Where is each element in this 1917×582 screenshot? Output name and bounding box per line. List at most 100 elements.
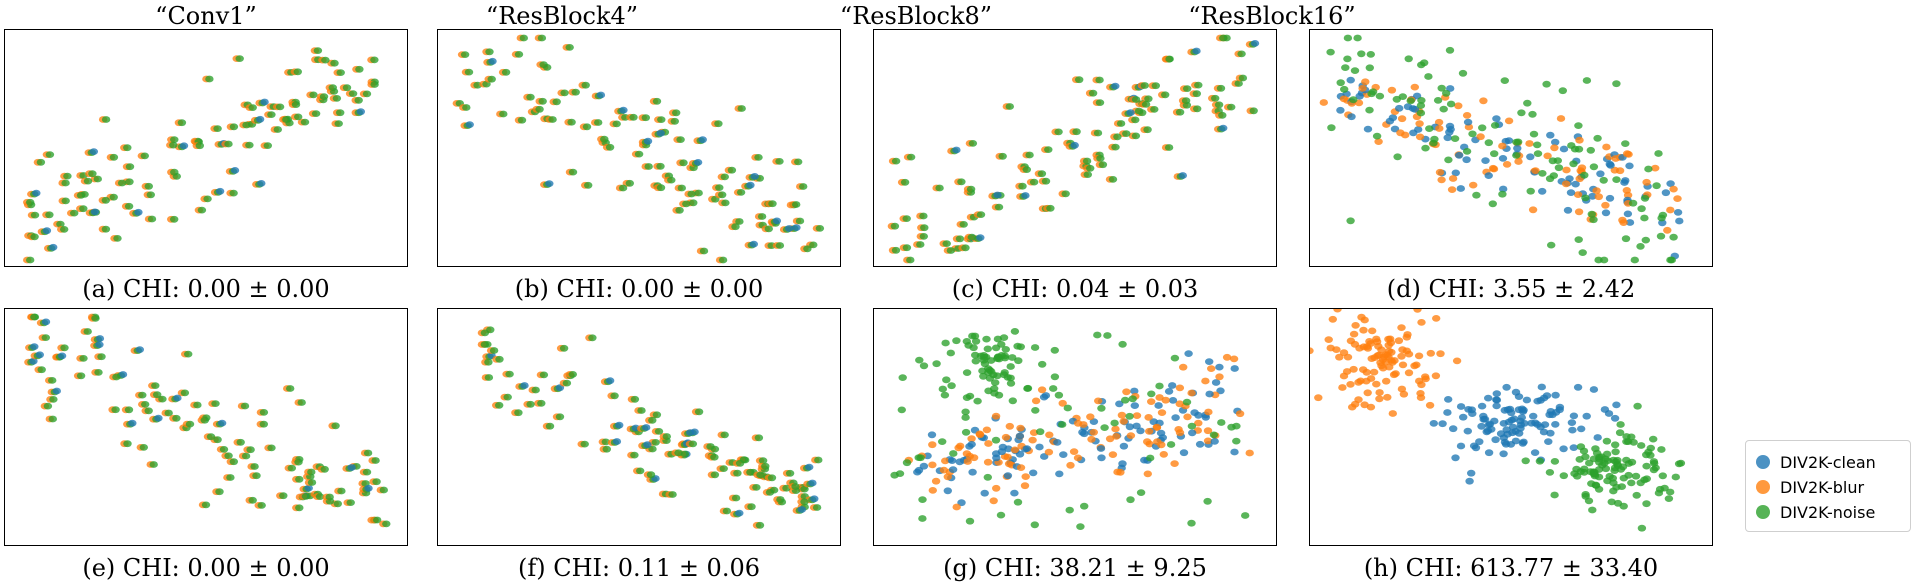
scatter-point-noise [267, 111, 276, 118]
scatter-point-clean [1115, 400, 1124, 408]
caption-g: (g) CHI: 38.21 ± 9.25 [943, 554, 1207, 582]
scatter-point-noise [1554, 164, 1564, 172]
scatter-point-clean [1518, 439, 1527, 447]
scatter-point-noise [1652, 182, 1661, 190]
scatter-point-noise [1666, 488, 1675, 496]
scatter-point-noise [185, 420, 195, 428]
scatter-point-noise [1005, 103, 1014, 110]
scatter-point-blur [1414, 352, 1424, 360]
scatter-point-noise [76, 192, 86, 199]
scatter-point-noise [224, 140, 233, 148]
scatter-point-noise [1446, 100, 1456, 108]
scatter-point-blur [1622, 187, 1631, 194]
scatter-point-blur [1016, 424, 1025, 432]
scatter-point-noise [219, 446, 229, 453]
scatter-point-clean [217, 419, 227, 427]
scatter-point-noise [699, 247, 709, 255]
scatter-point-clean [1118, 460, 1127, 468]
scatter-point-noise [245, 141, 254, 149]
scatter-point-noise [1420, 59, 1429, 67]
scatter-point-noise [581, 81, 590, 89]
scatter-point-noise [295, 475, 304, 483]
scatter-point-noise [503, 393, 512, 401]
scatter-point-noise [916, 241, 925, 248]
scatter-point-noise [1425, 125, 1434, 132]
scatter-point-noise [906, 256, 915, 264]
scatter-point-blur [1314, 394, 1323, 402]
scatter-point-clean [808, 479, 817, 487]
scatter-plot-d [1319, 34, 1684, 264]
scatter-point-clean [1171, 414, 1180, 421]
scatter-point-blur [1374, 138, 1383, 145]
scatter-point-noise [794, 158, 803, 166]
scatter-point-noise [634, 150, 644, 158]
scatter-point-noise [1669, 233, 1678, 241]
scatter-point-clean [1070, 141, 1079, 149]
scatter-point-noise [1044, 146, 1053, 153]
scatter-point-noise [83, 328, 92, 335]
scatter-point-clean [1195, 440, 1205, 448]
scatter-point-noise [372, 478, 381, 486]
scatter-point-clean [1498, 155, 1508, 162]
scatter-point-clean [135, 346, 144, 353]
scatter-point-noise [109, 153, 119, 161]
scatter-point-blur [1157, 409, 1167, 416]
scatter-point-noise [754, 154, 763, 161]
scatter-point-noise [580, 440, 589, 448]
scatter-point-noise [955, 235, 965, 243]
scatter-point-noise [1521, 457, 1530, 465]
scatter-point-noise [1054, 128, 1063, 136]
scatter-point-clean [1467, 469, 1476, 477]
scatter-point-noise [735, 459, 745, 467]
scatter-point-blur [1363, 389, 1372, 397]
scatter-point-noise [1666, 256, 1675, 264]
scatter-point-noise [815, 225, 825, 232]
scatter-point-blur [1346, 337, 1356, 345]
scatter-point-noise [1500, 77, 1509, 84]
scatter-point-clean [1178, 172, 1187, 179]
scatter-point-clean [1438, 420, 1447, 428]
scatter-point-blur [928, 441, 937, 449]
scatter-point-clean [230, 167, 240, 174]
scatter-point-noise [890, 222, 900, 230]
scatter-point-blur [1666, 206, 1675, 214]
scatter-point-clean [1542, 392, 1552, 399]
scatter-point-noise [1108, 176, 1118, 183]
scatter-point-noise [282, 116, 291, 123]
scatter-point-noise [1061, 190, 1070, 198]
scatter-point-noise [460, 51, 470, 58]
legend-item-blur: DIV2K-blur [1756, 476, 1864, 498]
scatter-point-noise [1658, 472, 1667, 480]
scatter-point-noise [1439, 105, 1448, 113]
scatter-point-blur [1152, 423, 1161, 431]
scatter-point-clean [1205, 390, 1214, 398]
scatter-point-noise [1147, 390, 1156, 398]
scatter-point-clean [1484, 172, 1493, 180]
scatter-point-noise [56, 220, 65, 228]
scatter-point-noise [1450, 135, 1460, 142]
scatter-point-noise [1417, 97, 1426, 104]
scatter-point-blur [1020, 482, 1030, 490]
caption-e: (e) CHI: 0.00 ± 0.00 [82, 554, 330, 582]
scatter-point-noise [1111, 143, 1120, 151]
scatter-point-blur [1479, 97, 1488, 105]
scatter-point-blur [1037, 386, 1047, 394]
scatter-point-noise [484, 374, 494, 381]
scatter-point-noise [48, 377, 57, 384]
scatter-point-noise [630, 395, 640, 403]
scatter-point-noise [205, 75, 214, 83]
scatter-point-blur [1528, 206, 1538, 214]
scatter-point-noise [941, 339, 950, 347]
scatter-point-blur [1310, 347, 1314, 355]
scatter-point-clean [1503, 406, 1513, 413]
scatter-point-blur [1203, 427, 1213, 435]
scatter-point-noise [915, 356, 924, 364]
scatter-point-clean [1446, 126, 1455, 133]
scatter-point-blur [1119, 418, 1128, 425]
scatter-point-blur [1432, 315, 1441, 322]
scatter-point-noise [1046, 204, 1055, 212]
scatter-point-blur [1397, 115, 1407, 123]
scatter-point-noise [792, 201, 801, 208]
scatter-point-noise [565, 44, 574, 51]
scatter-point-blur [1410, 362, 1419, 370]
